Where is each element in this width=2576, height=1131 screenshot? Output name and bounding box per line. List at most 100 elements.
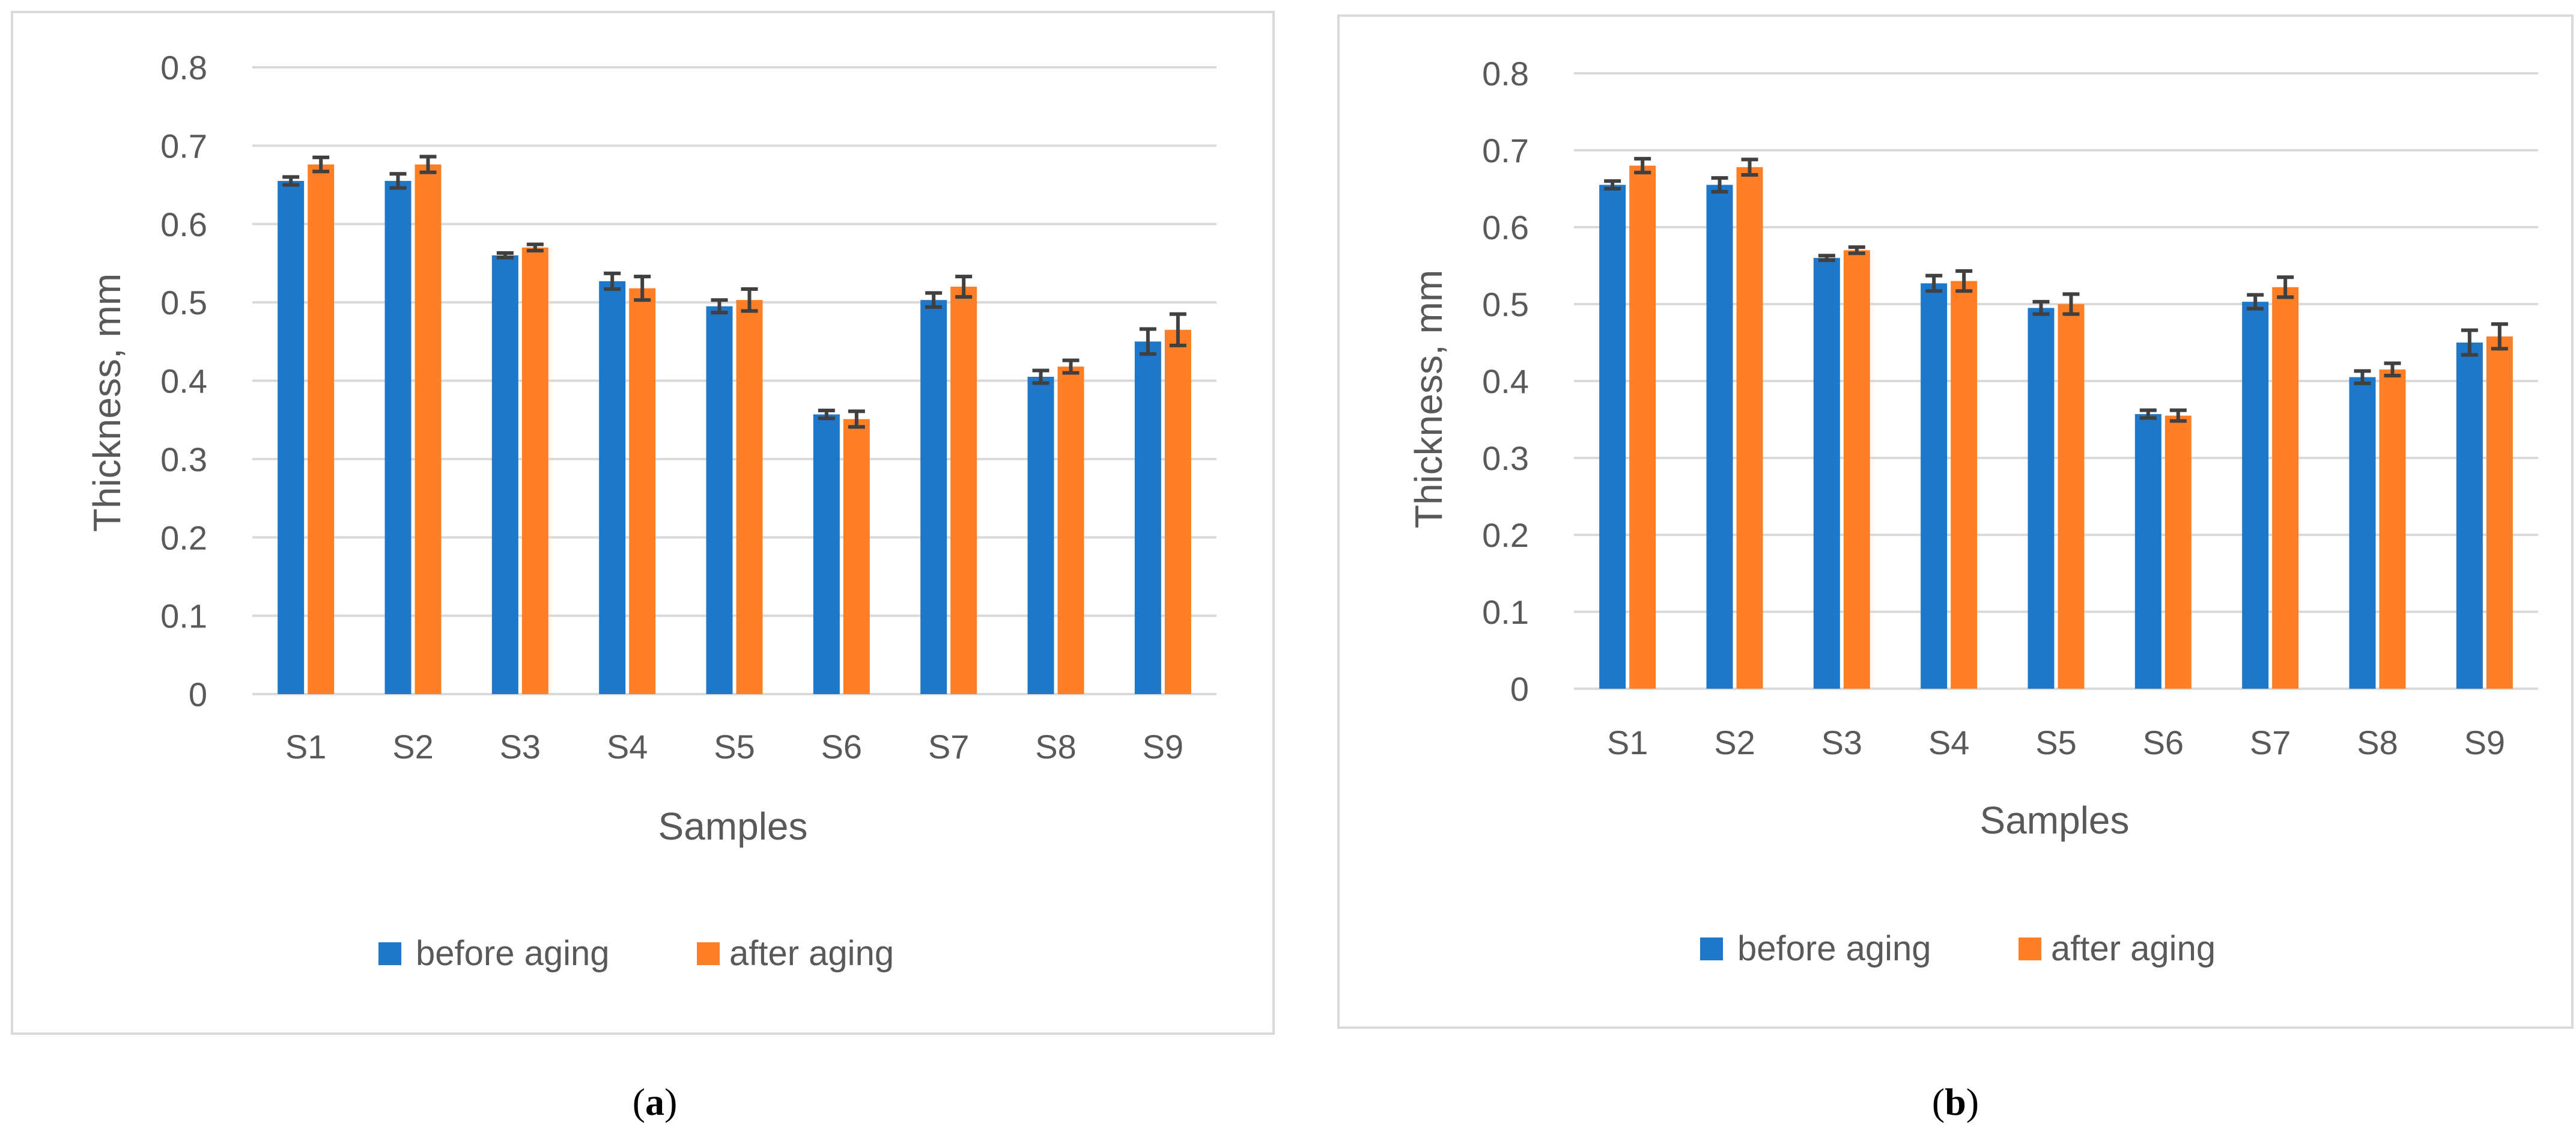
chart-b-bar-before-aging-S2 <box>1706 184 1733 689</box>
chart-a-y-tick-label: 0.8 <box>160 49 207 87</box>
chart-b-bars <box>1599 165 2513 689</box>
chart-a-x-axis-title: Samples <box>658 805 808 848</box>
chart-a: 0 0.1 0.2 0.3 0.4 0.5 0.6 0.7 0.8 S1 S2 S3 S4 S5 S6 S7… <box>11 11 1275 1123</box>
chart-a-y-tick-label: 0.5 <box>160 284 207 322</box>
chart-b-bar-after-aging-S9 <box>2486 336 2513 689</box>
chart-a-x-tick-label: S6 <box>821 728 863 766</box>
legend-label-after-aging: after aging <box>2051 929 2216 968</box>
chart-a-x-tick-label: S7 <box>928 728 970 766</box>
chart-b-error-bar-before-aging-S8 <box>2354 369 2371 385</box>
chart-b-error-bar-after-aging-S8 <box>2384 361 2401 378</box>
chart-b-y-tick-label: 0.2 <box>1482 516 1529 554</box>
chart-b-bar-after-aging-S1 <box>1629 165 1656 689</box>
chart-a-error-bar-after-aging-S9 <box>1169 312 1186 347</box>
chart-b-error-bar-after-aging-S9 <box>2491 322 2508 351</box>
chart-b-bar-before-aging-S8 <box>2349 377 2376 689</box>
chart-a-error-bar-before-aging-S8 <box>1032 368 1050 385</box>
legend-swatch-after-aging <box>697 942 720 965</box>
chart-b-bar-after-aging-S3 <box>1843 250 1870 689</box>
chart-a-bar-before-aging-S2 <box>384 181 412 694</box>
chart-b-bar-after-aging-S8 <box>2379 369 2406 689</box>
legend-label-after-aging: after aging <box>729 934 894 973</box>
chart-b-error-bar-after-aging-S3 <box>1848 245 1865 255</box>
chart-a-x-tick-labels: S1 S2 S3 S4 S5 S6 S7 S8 S9 <box>285 728 1183 766</box>
chart-b-x-tick-label: S3 <box>1821 724 1863 761</box>
chart-b-bar-before-aging-S1 <box>1599 184 1626 689</box>
chart-a-error-bar-after-aging-S5 <box>741 287 758 313</box>
chart-b-caption-letter: b <box>1945 1081 1966 1123</box>
chart-a-y-axis-title: Thickness, mm <box>85 273 129 532</box>
chart-b-y-tick-label: 0 <box>1510 670 1529 708</box>
chart-b-error-bar-after-aging-S7 <box>2277 275 2294 299</box>
chart-b-y-axis-title: Thickness, mm <box>1407 270 1450 528</box>
chart-a-error-bar-after-aging-S4 <box>634 275 651 302</box>
legend-label-before-aging: before aging <box>416 934 609 973</box>
chart-b-y-tick-label: 0.7 <box>1482 132 1529 169</box>
chart-b-error-bar-before-aging-S1 <box>1604 179 1621 191</box>
chart-b-bar-after-aging-S4 <box>1951 281 1978 689</box>
chart-b-gridlines <box>1574 72 2538 690</box>
chart-a-error-bar-after-aging-S6 <box>848 409 865 429</box>
chart-a-x-tick-label: S2 <box>392 728 434 766</box>
chart-a-bar-before-aging-S5 <box>706 306 733 694</box>
legend-swatch-after-aging <box>2019 937 2041 960</box>
chart-a-error-bar-before-aging-S5 <box>711 298 728 315</box>
chart-b-bar-after-aging-S7 <box>2272 287 2299 689</box>
chart-b-error-bar-before-aging-S6 <box>2139 408 2157 420</box>
legend-swatch-before-aging <box>1700 937 1723 960</box>
chart-b: 0 0.1 0.2 0.3 0.4 0.5 0.6 0.7 0.8 S1 S2 S3 S4 S5 S6 S7… <box>1337 14 2574 1123</box>
chart-a-bar-after-aging-S2 <box>415 164 442 694</box>
chart-b-bar-before-aging-S9 <box>2456 343 2483 689</box>
chart-a-y-tick-labels: 0 0.1 0.2 0.3 0.4 0.5 0.6 0.7 0.8 <box>160 49 207 713</box>
chart-a-bar-after-aging-S4 <box>629 288 656 695</box>
chart-a-error-bar-after-aging-S7 <box>955 275 973 299</box>
chart-a-gridlines <box>252 66 1217 695</box>
chart-b-x-axis-title: Samples <box>1980 799 2130 842</box>
chart-a-caption: (a) <box>633 1081 678 1123</box>
chart-b-x-tick-label: S2 <box>1714 724 1755 761</box>
chart-a-y-tick-label: 0 <box>189 675 207 713</box>
chart-a-bar-after-aging-S1 <box>308 164 335 694</box>
chart-b-y-tick-label: 0.3 <box>1482 439 1529 477</box>
chart-b-bar-before-aging-S5 <box>2028 308 2055 689</box>
chart-a-error-bar-after-aging-S1 <box>312 155 330 174</box>
chart-a-y-tick-label: 0.4 <box>160 362 207 400</box>
chart-b-error-bar-after-aging-S1 <box>1634 157 1651 175</box>
chart-b-legend: before aging after aging <box>1700 929 2216 968</box>
chart-a-error-bar-after-aging-S2 <box>419 154 437 174</box>
chart-b-y-tick-label: 0.4 <box>1482 362 1529 400</box>
chart-a-bar-after-aging-S6 <box>843 419 870 694</box>
chart-a-bar-before-aging-S9 <box>1134 341 1161 694</box>
chart-b-bar-before-aging-S6 <box>2134 414 2161 689</box>
chart-a-error-bar-before-aging-S2 <box>389 172 407 190</box>
chart-a-x-tick-label: S3 <box>500 728 541 766</box>
chart-b-error-bar-before-aging-S7 <box>2247 293 2264 311</box>
chart-a-y-tick-label: 0.3 <box>160 441 207 478</box>
chart-a-bar-after-aging-S5 <box>736 300 763 694</box>
chart-a-bar-before-aging-S8 <box>1027 376 1054 694</box>
chart-b-bar-after-aging-S6 <box>2164 415 2192 689</box>
chart-b-error-bar-before-aging-S2 <box>1711 176 1728 194</box>
chart-b-y-tick-labels: 0 0.1 0.2 0.3 0.4 0.5 0.6 0.7 0.8 <box>1482 55 1529 708</box>
chart-b-caption: (b) <box>1932 1081 1979 1123</box>
chart-a-y-tick-label: 0.1 <box>160 597 207 635</box>
chart-b-error-bar-after-aging-S2 <box>1741 157 1758 177</box>
chart-a-x-tick-label: S9 <box>1143 728 1184 766</box>
chart-a-bar-before-aging-S1 <box>278 181 305 694</box>
chart-b-bar-before-aging-S7 <box>2242 302 2269 689</box>
chart-b-error-bar-after-aging-S4 <box>1955 269 1973 293</box>
chart-a-y-tick-label: 0.7 <box>160 127 207 165</box>
chart-b-error-bar-before-aging-S4 <box>1925 273 1943 293</box>
legend-label-before-aging: before aging <box>1737 929 1931 968</box>
chart-a-legend: before aging after aging <box>378 934 894 973</box>
chart-a-x-tick-label: S8 <box>1035 728 1077 766</box>
chart-a-bar-before-aging-S4 <box>599 281 626 695</box>
chart-a-x-tick-label: S5 <box>714 728 755 766</box>
chart-a-error-bar-before-aging-S9 <box>1139 327 1156 356</box>
chart-a-bar-before-aging-S6 <box>813 414 840 694</box>
chart-a-error-bar-before-aging-S7 <box>925 291 943 309</box>
chart-b-error-bar-before-aging-S3 <box>1818 254 1835 263</box>
chart-b-x-tick-label: S6 <box>2143 724 2184 761</box>
chart-b-x-tick-label: S7 <box>2250 724 2291 761</box>
chart-a-x-tick-label: S1 <box>285 728 327 766</box>
